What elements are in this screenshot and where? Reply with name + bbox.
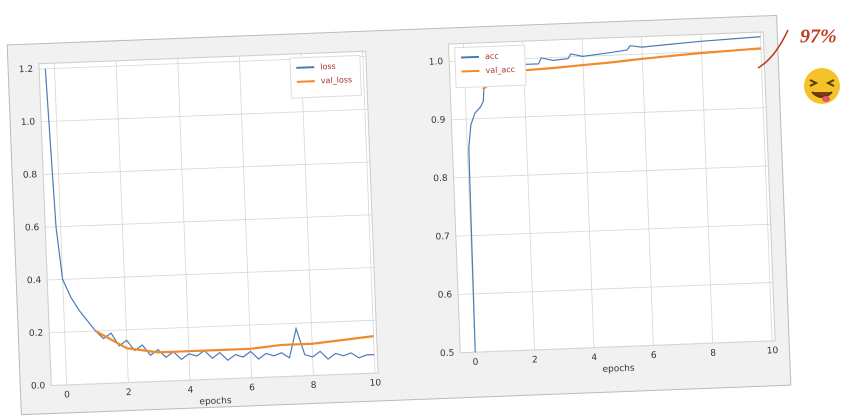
grid-line — [458, 282, 773, 295]
y-tick-label: 0.6 — [25, 223, 40, 234]
x-tick-label: 6 — [651, 351, 657, 361]
grid-line — [238, 56, 253, 378]
x-axis-label: epochs — [602, 364, 635, 375]
grid-line — [43, 161, 370, 175]
grid-line — [581, 38, 595, 348]
grid-line — [53, 63, 68, 385]
legend-swatch — [296, 66, 315, 69]
grid-line — [460, 340, 776, 354]
legend-box — [454, 44, 527, 89]
y-tick-label: 0.4 — [27, 276, 42, 287]
x-tick-label: 8 — [311, 381, 317, 391]
x-tick-label: 10 — [369, 378, 381, 388]
grid-line — [700, 34, 714, 344]
legend-label: val_loss — [321, 75, 353, 85]
legend-swatch — [460, 55, 480, 59]
y-tick-label: 0.5 — [440, 349, 455, 360]
legend-box — [289, 54, 362, 99]
x-tick-label: 8 — [710, 348, 716, 358]
series-line — [468, 36, 761, 353]
x-tick-label: 6 — [249, 383, 255, 393]
y-tick-label: 1.0 — [429, 57, 444, 68]
series-line — [94, 330, 374, 354]
grid-line — [300, 53, 314, 376]
grid-line — [45, 214, 372, 228]
grid-line — [759, 32, 773, 341]
legend-swatch — [461, 69, 480, 73]
grid-line — [47, 267, 375, 281]
x-tick-label: 2 — [532, 355, 538, 365]
grid-line — [49, 319, 377, 334]
y-tick-label: 0.8 — [23, 170, 38, 181]
x-tick-label: 4 — [591, 353, 597, 363]
grid-line — [451, 107, 767, 121]
y-tick-label: 1.2 — [19, 65, 34, 76]
legend-swatch — [296, 80, 315, 83]
grid-line — [455, 223, 771, 237]
y-tick-label: 0.8 — [433, 174, 448, 185]
x-tick-label: 4 — [187, 386, 193, 396]
y-tick-label: 1.0 — [21, 117, 36, 128]
x-axis-label: epochs — [199, 396, 232, 407]
legend-label: loss — [320, 62, 336, 72]
grid-line — [641, 36, 654, 346]
y-tick-label: 0.0 — [31, 381, 46, 392]
legend-label: val_acc — [485, 65, 515, 75]
grid-line — [522, 41, 535, 350]
x-tick-label: 0 — [473, 358, 479, 368]
grid-line — [41, 108, 368, 123]
annotation-stroke — [757, 29, 789, 69]
paper: 0.0 0.2 0.4 0.6 0.8 1.0 1.2 0 2 4 6 8 10 epochs loss va… — [6, 14, 792, 416]
grid-line — [362, 51, 376, 374]
y-tick-label: 0.7 — [435, 232, 450, 243]
grid-line — [453, 165, 769, 179]
grid-line — [177, 58, 191, 381]
x-tick-label: 0 — [64, 390, 70, 400]
grid-line — [51, 372, 379, 386]
legend-label: acc — [485, 52, 499, 62]
y-tick-label: 0.2 — [29, 328, 44, 339]
plot-area — [38, 50, 379, 387]
emoji — [804, 68, 840, 104]
y-tick-label: 0.9 — [431, 115, 446, 126]
annotation: 97% — [800, 26, 837, 48]
grid-line — [115, 60, 129, 383]
series-line — [44, 68, 375, 361]
x-tick-label: 2 — [126, 388, 132, 398]
x-tick-label: 10 — [767, 346, 779, 356]
y-tick-label: 0.6 — [438, 290, 453, 301]
